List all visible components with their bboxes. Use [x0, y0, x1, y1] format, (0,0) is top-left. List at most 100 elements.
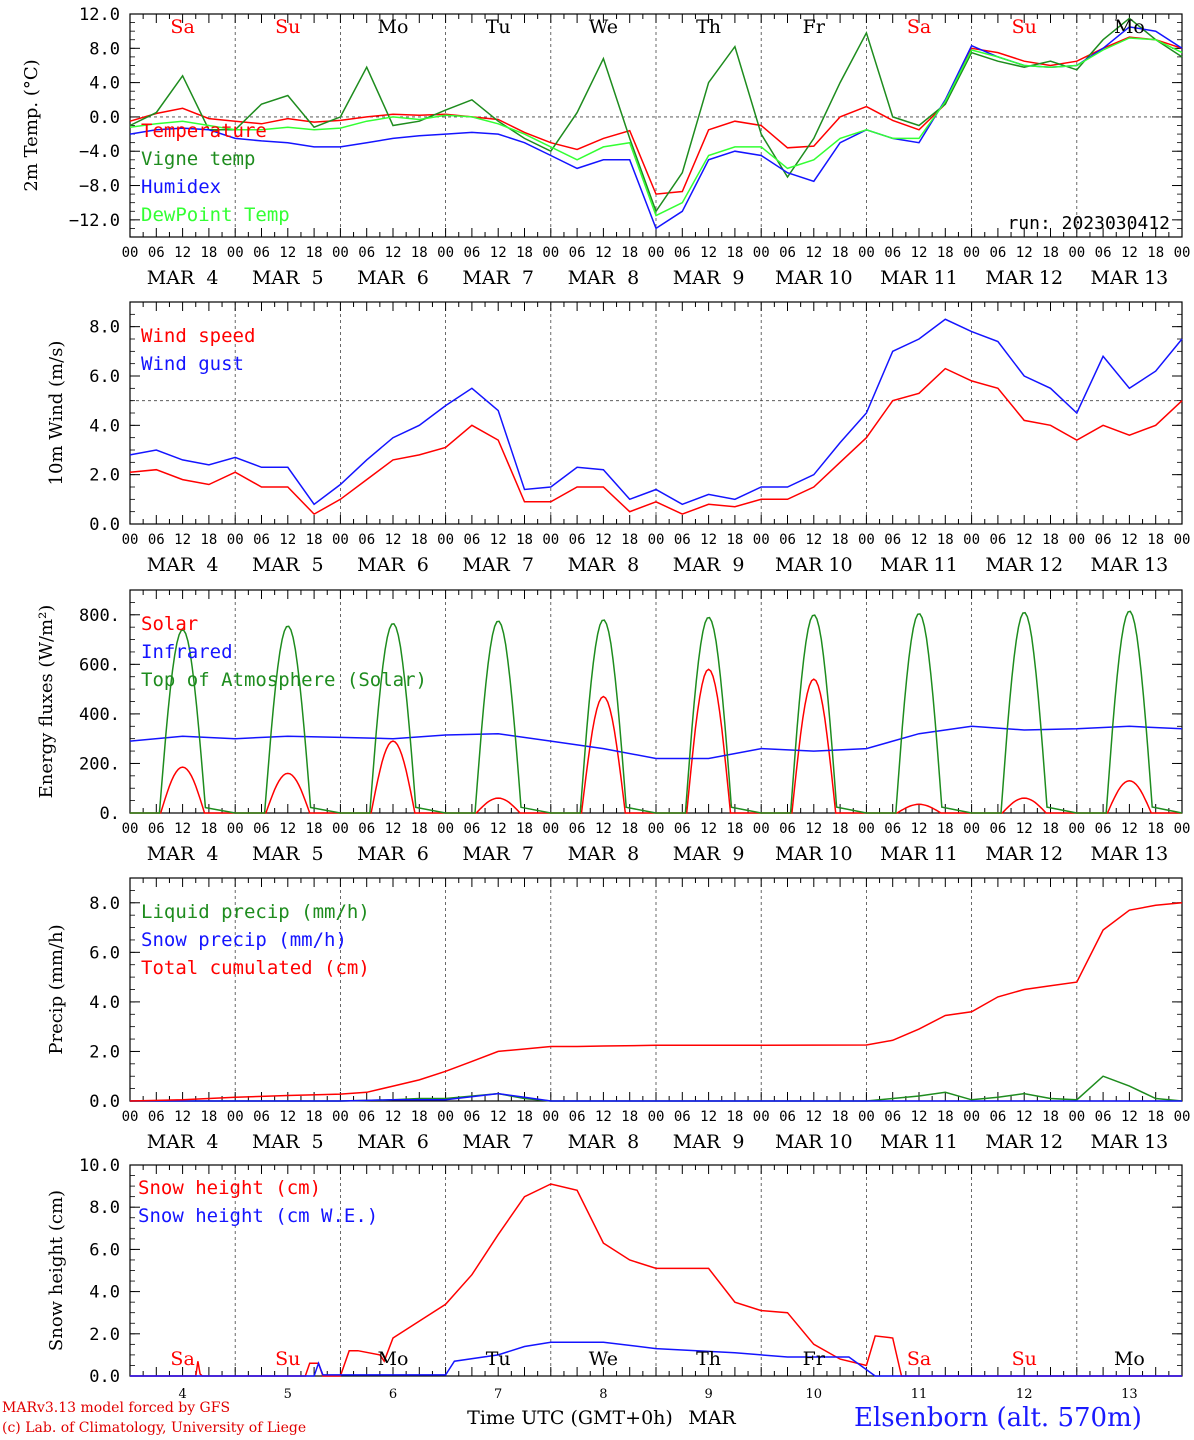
x-hour-label: 00 [963, 821, 980, 837]
weekday-label: Th [696, 1348, 721, 1370]
x-hour-label: 12 [700, 532, 717, 548]
x-hour-label: 00 [858, 821, 875, 837]
x-hour-label: 06 [148, 821, 165, 837]
weekday-label: Sa [170, 1348, 194, 1370]
x-hour-label: 06 [884, 532, 901, 548]
x-hour-label: 06 [779, 245, 796, 261]
x-day-label: MAR 13 [1091, 267, 1169, 289]
y-tick-label: 800. [79, 606, 120, 626]
model-credit: MARv3.13 model forced by GFS [2, 1400, 231, 1416]
x-hour-label: 18 [1147, 532, 1164, 548]
x-hour-label: 06 [253, 532, 270, 548]
x-day-label: MAR 9 [673, 1131, 745, 1153]
day-number-label: 7 [494, 1387, 502, 1402]
x-day-label: MAR 11 [880, 267, 958, 289]
x-hour-label: 18 [726, 245, 743, 261]
day-number-label: 8 [599, 1387, 607, 1402]
x-hour-label: 06 [884, 1109, 901, 1125]
time-axis-label: Time UTC (GMT+0h) [467, 1407, 673, 1429]
x-hour-label: 12 [279, 245, 296, 261]
x-hour-label: 12 [279, 1109, 296, 1125]
x-hour-label: 06 [884, 245, 901, 261]
x-hour-label: 00 [1174, 532, 1191, 548]
x-hour-label: 06 [989, 821, 1006, 837]
x-day-label: MAR 6 [357, 554, 429, 576]
x-hour-label: 06 [253, 245, 270, 261]
weekday-label: Fr [803, 1348, 826, 1370]
x-hour-label: 12 [174, 532, 191, 548]
weekday-label: We [589, 1348, 618, 1370]
x-hour-label: 06 [358, 821, 375, 837]
x-day-label: MAR 5 [252, 1131, 324, 1153]
x-hour-label: 00 [332, 821, 349, 837]
x-hour-label: 18 [200, 1109, 217, 1125]
station-name: Elsenborn (alt. 570m) [854, 1403, 1142, 1433]
x-hour-label: 18 [200, 245, 217, 261]
vigne-temp-line [129, 17, 1183, 213]
weekday-label: We [589, 16, 618, 38]
x-hour-label: 06 [674, 1109, 691, 1125]
x-hour-label: 00 [648, 821, 665, 837]
y-tick-label: 8.0 [89, 39, 120, 59]
x-hour-label: 06 [674, 245, 691, 261]
x-hour-label: 00 [227, 1109, 244, 1125]
x-hour-label: 18 [411, 821, 428, 837]
x-hour-label: 18 [832, 532, 849, 548]
x-hour-label: 00 [753, 1109, 770, 1125]
x-hour-label: 18 [516, 1109, 533, 1125]
x-day-label: MAR 13 [1091, 843, 1169, 865]
x-hour-label: 12 [1016, 245, 1033, 261]
x-hour-label: 00 [332, 245, 349, 261]
x-hour-label: 00 [542, 821, 559, 837]
x-hour-label: 12 [385, 1109, 402, 1125]
x-hour-label: 12 [595, 821, 612, 837]
x-hour-label: 00 [227, 821, 244, 837]
x-hour-label: 00 [332, 1109, 349, 1125]
x-hour-label: 18 [937, 532, 954, 548]
x-hour-label: 12 [490, 245, 507, 261]
weekday-label: Mo [1114, 1348, 1145, 1370]
x-hour-label: 06 [569, 1109, 586, 1125]
x-hour-label: 12 [385, 532, 402, 548]
x-hour-label: 12 [174, 245, 191, 261]
x-hour-label: 00 [437, 532, 454, 548]
x-day-label: MAR 4 [147, 554, 219, 576]
y-axis-label: Precip (mm/h) [46, 924, 67, 1054]
x-hour-label: 00 [648, 245, 665, 261]
x-day-label: MAR 10 [775, 554, 853, 576]
weekday-label: Sa [907, 1348, 931, 1370]
dewpoint-temp-line [129, 37, 1183, 217]
x-day-label: MAR 9 [673, 267, 745, 289]
x-hour-label: 06 [779, 1109, 796, 1125]
x-hour-label: 12 [595, 532, 612, 548]
x-hour-label: 06 [1095, 245, 1112, 261]
y-tick-label: 400. [79, 705, 120, 725]
lab-credit: (c) Lab. of Climatology, University of L… [2, 1420, 307, 1436]
x-day-label: MAR 9 [673, 843, 745, 865]
day-number-label: 12 [1016, 1387, 1033, 1402]
legend-entry: Vigne temp [141, 148, 255, 170]
x-hour-label: 06 [1095, 821, 1112, 837]
x-hour-label: 06 [1095, 532, 1112, 548]
x-hour-label: 12 [911, 1109, 928, 1125]
x-hour-label: 18 [1147, 245, 1164, 261]
x-hour-label: 06 [148, 532, 165, 548]
legend-entry: Top of Atmosphere (Solar) [141, 669, 427, 691]
x-hour-label: 12 [385, 245, 402, 261]
x-day-label: MAR 11 [880, 1131, 958, 1153]
x-hour-label: 00 [858, 1109, 875, 1125]
total-cumulated-cm-line [129, 902, 1183, 1102]
day-number-label: 4 [178, 1387, 186, 1402]
x-hour-label: 12 [700, 245, 717, 261]
x-hour-label: 18 [306, 245, 323, 261]
x-hour-label: 00 [332, 532, 349, 548]
x-hour-label: 00 [542, 245, 559, 261]
weekday-label: Mo [378, 16, 409, 38]
x-day-label: MAR 7 [462, 554, 534, 576]
x-hour-label: 18 [1147, 821, 1164, 837]
x-hour-label: 00 [227, 532, 244, 548]
y-tick-label: −4.0 [79, 142, 120, 162]
x-hour-label: 18 [832, 1109, 849, 1125]
weekday-label: Sa [907, 16, 931, 38]
x-day-label: MAR 5 [252, 554, 324, 576]
